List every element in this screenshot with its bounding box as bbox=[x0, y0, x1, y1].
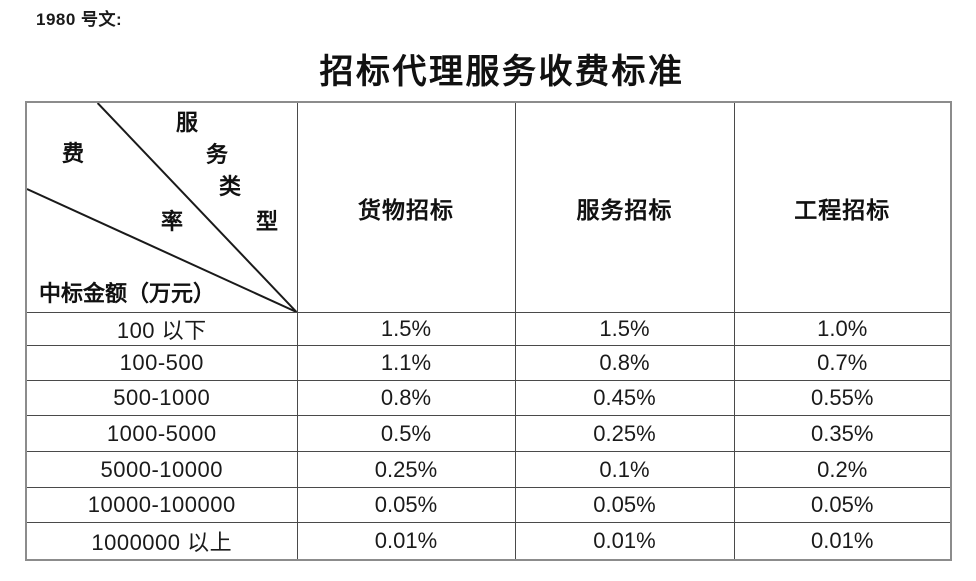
column-header-service-bidding: 服务招标 bbox=[514, 101, 735, 313]
cell-value: 0.01% bbox=[296, 522, 516, 560]
column-header-works-bidding: 工程招标 bbox=[733, 101, 952, 313]
cell-value: 0.5% bbox=[296, 415, 516, 452]
corner-service-type-char: 类 bbox=[219, 174, 242, 199]
cell-value: 1.1% bbox=[296, 345, 516, 381]
cell-value: 0.2% bbox=[733, 451, 952, 488]
corner-service-type-char: 务 bbox=[206, 142, 229, 167]
cell-value: 1.0% bbox=[733, 312, 952, 346]
row-label: 1000000 以上 bbox=[25, 522, 298, 560]
row-label: 5000-10000 bbox=[25, 451, 298, 488]
cell-value: 0.55% bbox=[733, 380, 952, 416]
cell-value: 0.01% bbox=[733, 522, 952, 560]
table-row: 100 以下 1.5% 1.5% 1.0% bbox=[25, 312, 952, 346]
cell-value: 0.05% bbox=[733, 487, 952, 523]
cell-value: 0.25% bbox=[296, 451, 516, 488]
table-row: 1000-5000 0.5% 0.25% 0.35% bbox=[25, 415, 952, 452]
corner-service-type-char: 型 bbox=[256, 209, 279, 234]
row-label: 100 以下 bbox=[25, 312, 298, 346]
cell-value: 0.8% bbox=[296, 380, 516, 416]
cell-value: 0.01% bbox=[514, 522, 735, 560]
cell-value: 0.35% bbox=[733, 415, 952, 452]
doc-ref: 1980 号文: bbox=[36, 10, 123, 29]
row-label: 10000-100000 bbox=[25, 487, 298, 523]
table-row: 10000-100000 0.05% 0.05% 0.05% bbox=[25, 487, 952, 523]
cell-value: 0.7% bbox=[733, 345, 952, 381]
corner-fee-rate-char: 费 bbox=[62, 141, 85, 166]
cell-value: 0.45% bbox=[514, 380, 735, 416]
corner-service-type-char: 服 bbox=[176, 110, 199, 135]
row-label: 1000-5000 bbox=[25, 415, 298, 452]
corner-fee-rate-char: 率 bbox=[161, 209, 184, 234]
table-header-row: 服 务 类 型 费 率 中标金额（万元） 货物招标 服务招标 工程招标 bbox=[25, 101, 952, 313]
table-row: 500-1000 0.8% 0.45% 0.55% bbox=[25, 380, 952, 416]
fee-table: 服 务 类 型 费 率 中标金额（万元） 货物招标 服务招标 工程招标 100 … bbox=[25, 101, 952, 561]
row-axis-label: 中标金额（万元） bbox=[39, 281, 216, 306]
row-label: 500-1000 bbox=[25, 380, 298, 416]
cell-value: 0.05% bbox=[296, 487, 516, 523]
page-title: 招标代理服务收费标准 bbox=[319, 54, 685, 91]
cell-value: 1.5% bbox=[514, 312, 735, 346]
column-header-goods-bidding: 货物招标 bbox=[296, 101, 516, 313]
table-row: 5000-10000 0.25% 0.1% 0.2% bbox=[25, 451, 952, 488]
table-corner-cell: 服 务 类 型 费 率 中标金额（万元） bbox=[25, 101, 298, 313]
cell-value: 0.1% bbox=[514, 451, 735, 488]
cell-value: 0.25% bbox=[514, 415, 735, 452]
table-row: 1000000 以上 0.01% 0.01% 0.01% bbox=[25, 522, 952, 560]
cell-value: 0.05% bbox=[514, 487, 735, 523]
table-row: 100-500 1.1% 0.8% 0.7% bbox=[25, 345, 952, 381]
row-label: 100-500 bbox=[25, 345, 298, 381]
cell-value: 0.8% bbox=[514, 345, 735, 381]
diagonal-divider-lines bbox=[27, 103, 297, 312]
cell-value: 1.5% bbox=[296, 312, 516, 346]
